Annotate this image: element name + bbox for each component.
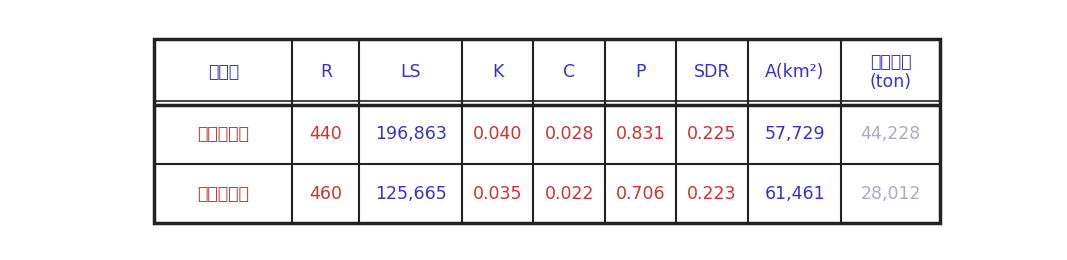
Text: 팔미천유역: 팔미천유역 xyxy=(197,125,250,143)
Text: 0.706: 0.706 xyxy=(616,185,666,203)
Text: 0.831: 0.831 xyxy=(616,125,666,143)
Text: 460: 460 xyxy=(309,185,343,203)
Text: 440: 440 xyxy=(309,125,343,143)
Text: SDR: SDR xyxy=(694,63,730,81)
Text: 57,729: 57,729 xyxy=(764,125,825,143)
Text: 대전천유역: 대전천유역 xyxy=(197,185,250,203)
Text: 0.225: 0.225 xyxy=(687,125,736,143)
Text: P: P xyxy=(635,63,646,81)
Text: 61,461: 61,461 xyxy=(764,185,825,203)
Text: R: R xyxy=(320,63,332,81)
Text: C: C xyxy=(563,63,575,81)
Text: K: K xyxy=(492,63,504,81)
Text: A(km²): A(km²) xyxy=(765,63,824,81)
Text: 28,012: 28,012 xyxy=(860,185,921,203)
Text: 44,228: 44,228 xyxy=(860,125,921,143)
Text: 125,665: 125,665 xyxy=(375,185,447,203)
Text: 0.028: 0.028 xyxy=(544,125,594,143)
Text: 0.022: 0.022 xyxy=(544,185,594,203)
Text: 0.223: 0.223 xyxy=(687,185,736,203)
Text: 196,863: 196,863 xyxy=(375,125,447,143)
Text: 총유사량
(ton): 총유사량 (ton) xyxy=(870,53,911,91)
Text: 유역명: 유역명 xyxy=(208,63,239,81)
Text: 0.040: 0.040 xyxy=(473,125,523,143)
Text: 0.035: 0.035 xyxy=(473,185,523,203)
Text: LS: LS xyxy=(400,63,421,81)
